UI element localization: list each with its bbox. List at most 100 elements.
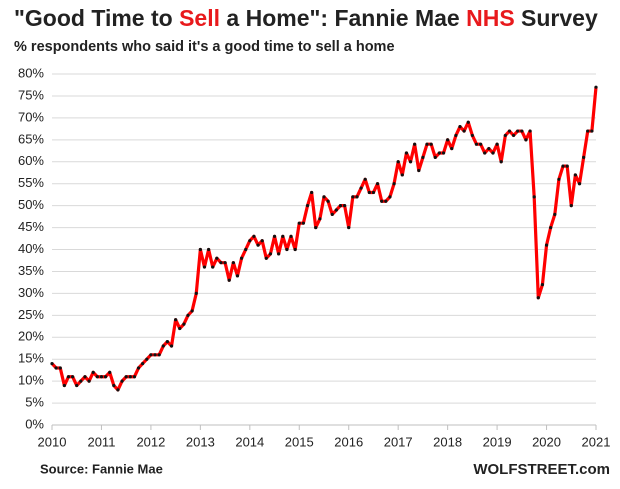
point	[50, 361, 54, 366]
point	[565, 164, 569, 168]
point	[433, 155, 437, 159]
x-tick-label: 2010	[38, 434, 67, 449]
point	[441, 151, 446, 155]
point	[75, 383, 79, 388]
point	[149, 353, 153, 357]
point	[178, 326, 182, 331]
point	[573, 173, 577, 177]
point	[108, 370, 112, 374]
point	[413, 142, 417, 146]
y-tick-label: 20%	[18, 329, 44, 344]
y-tick-label: 60%	[18, 153, 44, 168]
y-tick-label: 55%	[18, 175, 44, 190]
title-part: a Home": Fannie Mae	[220, 5, 466, 31]
point	[132, 375, 137, 379]
point	[314, 225, 318, 230]
y-tick-label: 70%	[18, 109, 44, 124]
point	[466, 120, 470, 124]
point	[161, 344, 165, 348]
point	[594, 85, 598, 89]
point	[544, 243, 549, 247]
x-tick-label: 2012	[136, 434, 165, 449]
point	[408, 160, 413, 164]
point	[71, 375, 75, 379]
point	[83, 375, 87, 379]
point	[586, 129, 590, 133]
y-tick-label: 35%	[18, 263, 44, 278]
point	[557, 177, 561, 181]
point	[520, 129, 524, 133]
y-tick-label: 45%	[18, 219, 44, 234]
point	[120, 379, 124, 383]
point	[268, 252, 273, 256]
point	[62, 383, 66, 388]
x-tick-label: 2013	[186, 434, 215, 449]
point	[194, 291, 198, 295]
point	[388, 195, 392, 199]
point	[400, 173, 404, 177]
point	[425, 142, 429, 146]
point	[528, 129, 532, 133]
point	[343, 204, 347, 208]
title-part: "Good Time to	[14, 5, 179, 31]
point	[91, 370, 95, 374]
point	[145, 357, 149, 361]
point	[186, 313, 190, 317]
point	[371, 190, 376, 195]
point	[429, 142, 433, 146]
x-tick-label: 2015	[285, 434, 314, 449]
point	[347, 225, 351, 230]
y-tick-label: 40%	[18, 241, 44, 256]
point	[495, 142, 499, 146]
point	[301, 221, 305, 225]
title-part: Sell	[179, 5, 220, 31]
y-tick-label: 50%	[18, 197, 44, 212]
point	[375, 182, 380, 186]
point	[281, 234, 285, 238]
point	[198, 247, 202, 252]
point	[285, 247, 289, 252]
point	[215, 256, 219, 260]
y-tick-label: 10%	[18, 373, 44, 388]
point	[124, 375, 128, 379]
point	[128, 375, 132, 379]
source: Source: Fannie Mae	[40, 461, 163, 476]
point	[380, 199, 384, 203]
point	[95, 375, 99, 379]
point	[219, 261, 223, 265]
x-tick-label: 2020	[532, 434, 561, 449]
point	[103, 375, 108, 379]
point	[58, 366, 62, 370]
point	[446, 138, 450, 142]
x-tick-label: 2018	[433, 434, 462, 449]
point	[223, 261, 227, 265]
point	[384, 199, 388, 203]
point	[507, 129, 512, 133]
point	[289, 234, 293, 238]
point	[231, 261, 235, 265]
point	[437, 151, 441, 155]
point	[470, 133, 474, 138]
point	[87, 379, 91, 383]
point	[293, 247, 297, 252]
point	[503, 133, 507, 138]
point	[136, 366, 141, 370]
point	[417, 168, 421, 173]
point	[252, 234, 256, 238]
point	[322, 195, 326, 199]
point	[532, 195, 536, 199]
point	[182, 322, 186, 326]
point	[454, 133, 458, 138]
point	[54, 366, 58, 370]
point	[511, 133, 516, 138]
point	[590, 129, 594, 133]
point	[297, 221, 301, 225]
x-tick-label: 2017	[384, 434, 413, 449]
point	[99, 375, 104, 379]
point	[450, 146, 454, 151]
point	[264, 256, 268, 260]
point	[553, 212, 557, 216]
y-tick-label: 25%	[18, 307, 44, 322]
point	[165, 340, 169, 344]
